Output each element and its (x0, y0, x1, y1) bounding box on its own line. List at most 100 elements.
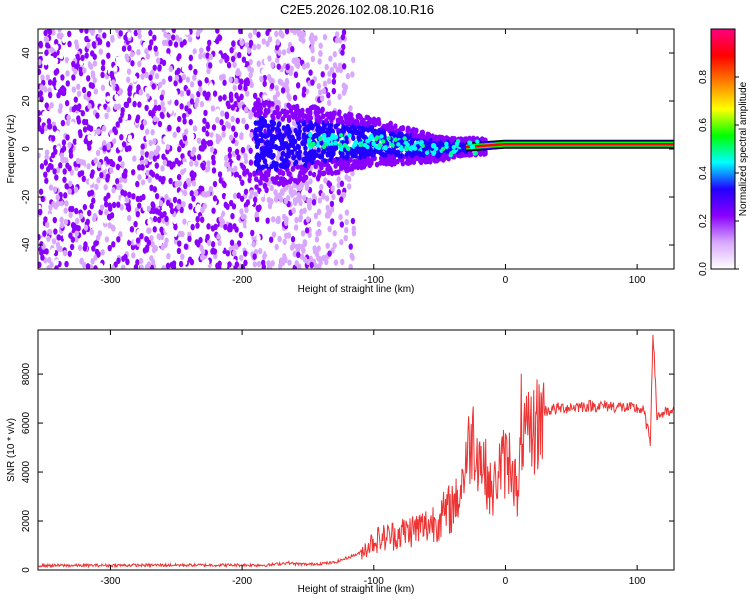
spectrogram-cell (126, 205, 131, 212)
spectrogram-cell (89, 202, 94, 210)
spectrogram-cell (120, 264, 126, 269)
spectrogram-cell (286, 47, 291, 54)
colorbar-tick-label: 0.0 (698, 262, 709, 276)
spectrogram-cell (60, 74, 65, 81)
spectrogram-cell (75, 157, 81, 165)
spectrogram-cell (142, 204, 147, 212)
spectrogram-cell (150, 129, 155, 136)
spectrogram-cell (126, 239, 132, 246)
spectrogram-cell (248, 71, 253, 79)
spectrogram-cell (56, 91, 61, 99)
spectrogram-cell (232, 249, 237, 257)
spectrogram-cell (242, 46, 248, 53)
spectrogram-cell (146, 261, 152, 268)
spectrogram-cell (122, 127, 128, 134)
spectrogram-cell (135, 237, 141, 244)
spectrogram-cell (256, 120, 261, 126)
spectrogram-cell (373, 117, 378, 124)
spectrogram-cell (332, 229, 337, 237)
spectrogram-cell (400, 160, 406, 167)
y-tick-label: 40 (21, 47, 32, 59)
spectrogram-cell (316, 147, 321, 153)
spectrogram-cell (236, 192, 241, 199)
spectrogram-cell (164, 194, 169, 201)
spectrogram-cell (80, 150, 85, 158)
spectrogram-cell (150, 201, 155, 208)
spectrogram-cell (78, 131, 83, 139)
spectrogram-cell (267, 55, 272, 62)
spectrogram-cell (228, 94, 234, 101)
spectrogram-cell (80, 110, 86, 117)
spectrogram-cell (249, 81, 254, 89)
spectrogram-cell (65, 134, 70, 141)
spectrogram-cell (64, 50, 70, 57)
spectrogram-cell (138, 89, 144, 96)
spectrogram-cell (157, 175, 163, 182)
spectrogram-cell (359, 120, 364, 126)
spectrogram-cell (262, 80, 267, 87)
spectrogram-cell (144, 246, 150, 253)
spectrogram-cell (70, 121, 75, 128)
spectrogram-cell (414, 133, 419, 139)
spectrogram-cell (212, 90, 218, 97)
spectrogram-cell (290, 46, 295, 53)
spectrogram-cell (61, 36, 67, 44)
spectrogram-cell (88, 125, 94, 132)
spectrogram-cell (233, 243, 238, 250)
spectrogram-cell (265, 224, 270, 231)
spectrogram-cell (65, 162, 70, 169)
spectrogram-cell (319, 128, 324, 134)
spectrogram-cell (129, 124, 134, 131)
spectrogram-cell (131, 252, 136, 259)
spectrogram-cell (279, 155, 284, 162)
spectrogram-cell (344, 174, 349, 181)
spectrogram-cell (177, 198, 182, 206)
spectrogram-cell (106, 106, 111, 113)
spectrogram-cell (391, 131, 396, 137)
spectrogram-cell (204, 77, 209, 84)
spectrogram-cell (111, 225, 116, 232)
spectrogram-cell (274, 243, 279, 251)
spectrogram-cell (209, 131, 214, 138)
spectrogram-cell (235, 117, 240, 124)
spectrogram-cell (200, 226, 205, 233)
spectrogram-cell (237, 83, 243, 91)
spectrogram-cell (233, 100, 238, 108)
spectrogram-cell (205, 258, 210, 266)
spectrogram-cell (254, 138, 260, 144)
spectrogram-cell (48, 228, 53, 236)
spectrogram-cell (69, 265, 74, 269)
spectrogram-cell (276, 127, 282, 134)
spectrogram-cell (341, 43, 346, 51)
spectrogram-cell (254, 211, 259, 218)
spectrogram-cell (331, 72, 337, 79)
spectrogram-cell (50, 247, 56, 255)
spectrogram-cell (228, 134, 234, 141)
spectrogram-cell (51, 238, 57, 245)
spectrogram-cell (321, 170, 326, 177)
spectrogram-cell (275, 174, 280, 181)
spectrogram-cell (270, 260, 275, 267)
spectrogram-cell (318, 42, 323, 49)
spectrogram-cell (370, 151, 376, 158)
spectrogram-cell (312, 245, 317, 252)
spectrogram-cell (146, 205, 151, 212)
spectrogram-cell (192, 74, 197, 81)
spectrogram-cell (287, 148, 292, 155)
spectrogram-cell (176, 252, 181, 260)
spectrogram-cell (119, 67, 125, 74)
spectrogram-cell (167, 75, 173, 82)
spectrogram-cell (48, 204, 53, 211)
spectrogram-cell (295, 62, 301, 70)
spectrogram-cell (344, 167, 349, 174)
spectrogram-cell (174, 69, 180, 77)
spectrogram-cell (359, 142, 364, 147)
spectrogram-cell (301, 156, 306, 163)
spectrogram-cell (210, 240, 216, 248)
spectrogram-cell (158, 199, 164, 207)
spectrogram-cell (206, 67, 211, 75)
spectrogram-x-ticks: -300 -200 -100 0 100 (100, 29, 646, 286)
spectrogram-cell (176, 247, 182, 255)
spectrogram-cell (337, 142, 343, 148)
spectrogram-cell (336, 118, 341, 124)
